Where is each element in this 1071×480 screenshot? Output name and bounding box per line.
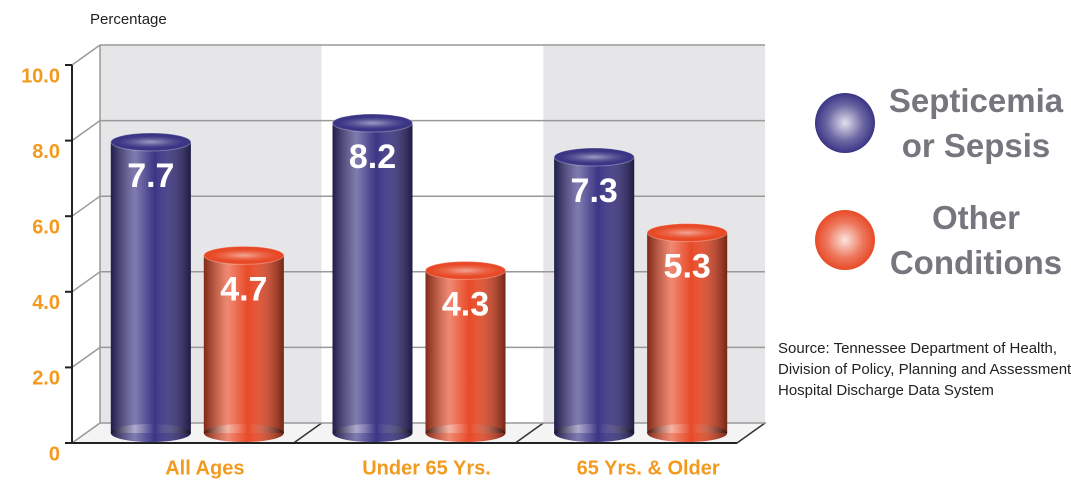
- y-tick-label: 10.0: [21, 65, 60, 87]
- value-label: 5.3: [664, 248, 711, 286]
- bar-top-glow: [209, 249, 278, 262]
- floor-divider: [514, 422, 544, 444]
- bar-top-glow: [431, 264, 500, 277]
- bar-shade: [203, 255, 284, 433]
- grid-diagonal: [71, 195, 101, 217]
- bar-top-glow: [560, 151, 629, 164]
- bar-top-glow: [653, 226, 722, 239]
- y-axis-label: Percentage: [90, 11, 167, 28]
- bar-top-glow: [338, 117, 407, 130]
- y-tick-label: 4.0: [32, 292, 60, 314]
- bar-shade-base: [425, 424, 506, 442]
- legend-swatch-glow: [815, 210, 875, 270]
- bar-shade: [647, 232, 728, 433]
- value-label: 4.7: [220, 270, 267, 308]
- bar-shade: [425, 270, 506, 433]
- floor-divider: [736, 422, 766, 444]
- floor-divider: [293, 422, 323, 444]
- x-tick-label: 65 Yrs. & Older: [577, 457, 720, 479]
- legend-label: Septicemia or Sepsis: [888, 82, 1064, 164]
- grid-diagonal: [71, 119, 101, 142]
- y-tick-label: 0: [49, 443, 60, 465]
- source-note: Source: Tennessee Department of Health, …: [778, 340, 1071, 399]
- value-label: 7.3: [571, 172, 618, 210]
- bar-shade-base: [647, 424, 728, 442]
- bar-top-glow: [116, 135, 185, 148]
- bar-shade-base: [554, 424, 635, 442]
- x-tick-label: All Ages: [165, 457, 244, 479]
- grid-diagonal: [71, 271, 101, 293]
- grid-diagonal: [71, 422, 101, 444]
- x-tick-label: Under 65 Yrs.: [362, 457, 491, 479]
- bar-shade-base: [332, 424, 413, 442]
- grid-diagonal: [71, 44, 101, 66]
- bar-shade: [554, 157, 635, 433]
- y-tick-label: 6.0: [32, 216, 60, 238]
- bar-shade-base: [110, 424, 191, 442]
- value-label: 4.3: [442, 285, 489, 323]
- y-tick-label: 2.0: [32, 368, 60, 390]
- legend-swatch-glow: [815, 93, 875, 153]
- bar-shade: [110, 141, 191, 433]
- grid-diagonal: [71, 346, 101, 369]
- legend-label: Other Conditions: [889, 199, 1063, 281]
- value-label: 8.2: [349, 138, 396, 176]
- value-label: 7.7: [127, 157, 174, 195]
- bar-shade-base: [203, 424, 284, 442]
- y-tick-label: 8.0: [32, 141, 60, 163]
- bar-shade: [332, 123, 413, 433]
